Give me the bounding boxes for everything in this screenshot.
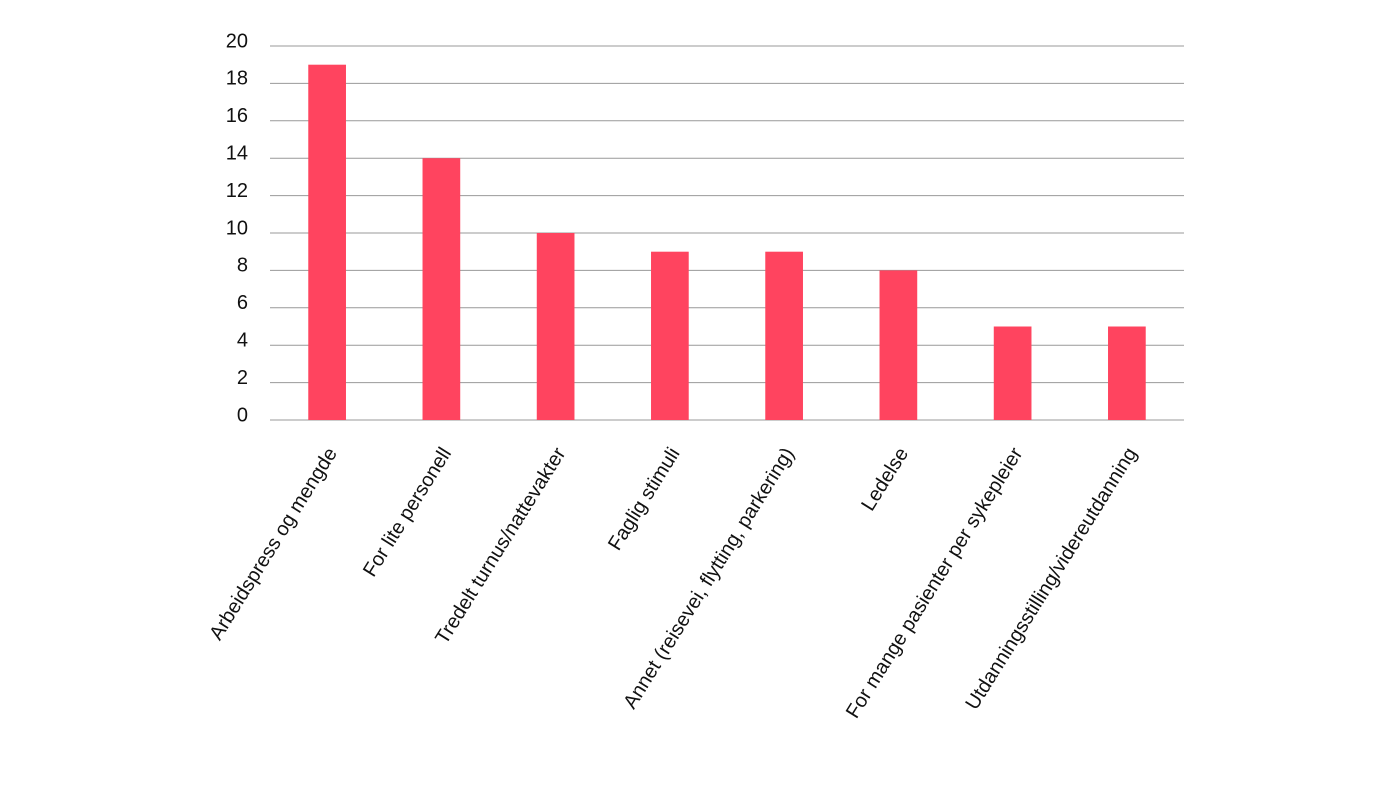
bar — [308, 64, 346, 420]
bar — [536, 233, 575, 420]
y-tick-label: 2 — [237, 367, 248, 389]
x-tick-label: For lite personell — [359, 444, 456, 581]
bar — [651, 251, 689, 420]
y-tick-label: 18 — [226, 68, 248, 90]
x-tick-label: Faglig stimuli — [604, 444, 685, 555]
y-tick-label: 20 — [226, 30, 248, 52]
y-tick-label: 0 — [237, 404, 248, 426]
bar — [1108, 326, 1146, 420]
x-tick-label: Tredelt turnus/nattevakter — [431, 444, 570, 649]
x-tick-label: Ledelse — [857, 444, 913, 515]
bar — [993, 326, 1032, 420]
bar — [879, 270, 918, 420]
bar — [765, 251, 803, 420]
y-tick-label: 6 — [237, 292, 248, 314]
bar — [422, 158, 461, 420]
y-tick-label: 16 — [226, 105, 248, 127]
y-tick-label: 4 — [237, 329, 248, 351]
x-tick-label: Arbeidspress og mengde — [205, 444, 341, 644]
y-tick-label: 10 — [226, 217, 248, 239]
y-tick-label: 12 — [226, 180, 248, 202]
y-tick-label: 8 — [237, 255, 248, 277]
y-tick-label: 14 — [226, 142, 248, 164]
